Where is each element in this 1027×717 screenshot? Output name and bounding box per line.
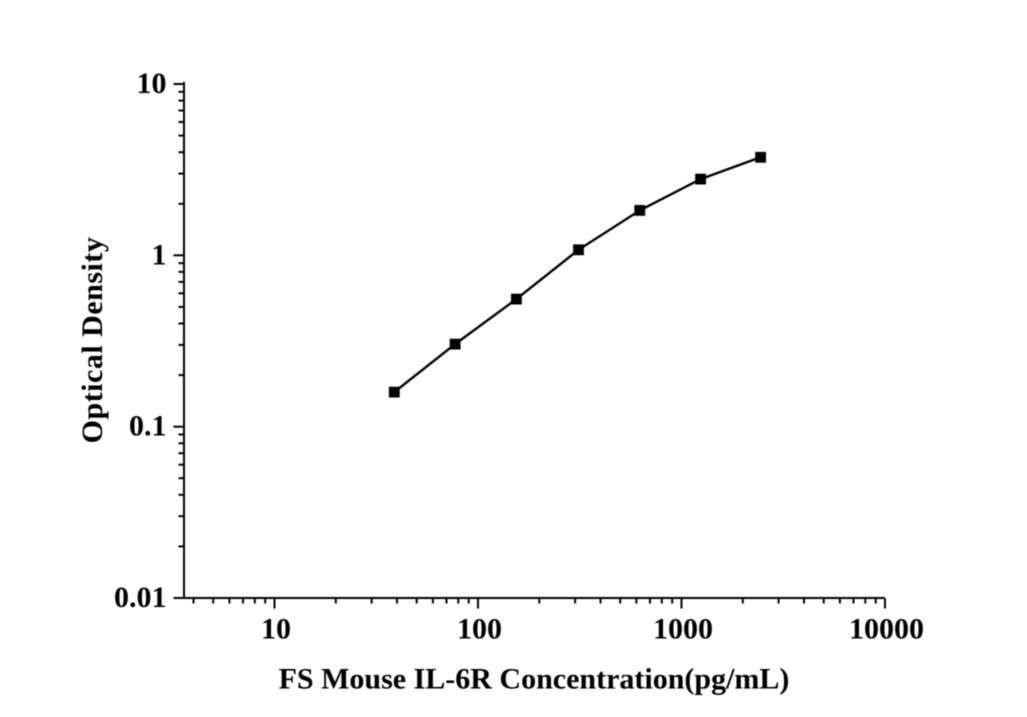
svg-text:10000: 10000: [849, 613, 924, 646]
svg-text:1000: 1000: [653, 613, 713, 646]
svg-text:FS Mouse IL-6R Concentration(p: FS Mouse IL-6R Concentration(pg/mL): [279, 663, 790, 696]
svg-text:100: 100: [457, 613, 502, 646]
svg-text:10: 10: [261, 613, 291, 646]
svg-text:10: 10: [137, 67, 167, 100]
svg-text:Optical Density: Optical Density: [76, 237, 109, 444]
svg-text:0.1: 0.1: [129, 410, 167, 443]
svg-text:0.01: 0.01: [114, 581, 167, 614]
svg-text:1: 1: [152, 238, 167, 271]
